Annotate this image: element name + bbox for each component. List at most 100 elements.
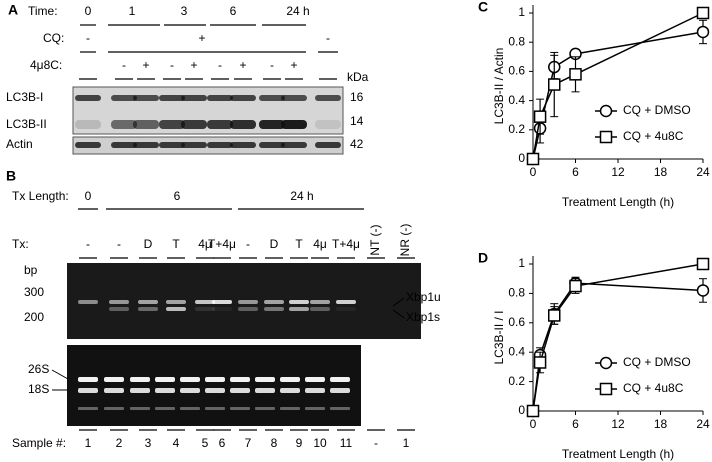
tx-label: D [270,237,279,251]
tx-length-label: 0 [85,189,92,203]
sample-label: 8 [271,436,278,450]
band [130,377,150,382]
legend-label: CQ + 4u8C [623,381,684,395]
marker [533,110,547,123]
y-tick-label: 0.2 [508,122,525,136]
band [238,307,258,311]
sample-label: 6 [219,436,226,450]
band [155,388,175,393]
inhibitor-label: - [122,58,126,72]
tx-length-label: 24 h [290,189,313,203]
band [230,142,256,148]
marker [526,152,540,166]
band [78,407,98,410]
size-label: 42 [350,137,364,151]
band [255,388,275,393]
y-axis-title: LC3B-II / I [492,310,506,364]
band [330,377,350,382]
band [330,407,350,410]
band [205,388,225,393]
panel-label: D [478,250,488,266]
y-tick-label: 0.4 [508,93,525,107]
band [230,388,250,393]
band [336,300,356,304]
tx-label: T+4μ [332,237,360,251]
tx-label: - [117,237,121,251]
legend-label: CQ + 4u8C [623,129,684,143]
ladder-band [52,292,64,294]
sample-label: 4 [173,436,180,450]
time-label: 24 h [286,4,309,18]
sample-label: 10 [313,436,327,450]
marker [548,309,561,322]
time-label: 6 [230,4,237,18]
marker [696,25,710,39]
ladder-label: 200 [24,310,44,324]
rrna-label: 18S [28,382,49,396]
time-label: 0 [85,4,92,18]
band [310,307,330,311]
ladder-band [52,317,64,319]
marker [696,6,710,20]
sample-label: 1 [403,436,410,450]
band [212,307,232,311]
tx-length-label: 6 [174,189,181,203]
band [133,95,159,101]
panel-label: A [8,2,18,18]
product-label: Xbp1s [406,310,440,324]
unit-label: kDa [347,70,369,84]
band [280,377,300,382]
band [159,142,185,148]
inhibitor-label: - [270,58,274,72]
band [111,120,137,129]
marker [533,356,547,369]
marker [696,284,710,297]
x-axis-title: Treatment Length (h) [562,195,674,209]
band [104,377,124,382]
band [111,95,137,101]
tx-label: 4μ [198,237,212,251]
band [75,142,101,148]
band [109,300,129,304]
band-label: LC3B-I [6,90,43,104]
sample-label: 7 [245,436,252,450]
legend-marker [599,130,613,144]
tx-label: - [246,237,250,251]
sample-label: 5 [202,436,209,450]
band [280,407,300,410]
x-tick-label: 0 [530,165,537,179]
band [230,120,256,129]
band [181,142,207,148]
band [75,95,101,101]
panel-label: B [6,168,16,184]
band [111,142,137,148]
y-tick-label: 0.2 [508,374,525,388]
band [310,300,330,304]
x-tick-label: 18 [654,165,668,179]
band [180,407,200,410]
band [264,300,284,304]
band [159,95,185,101]
x-tick-label: 6 [572,417,579,431]
x-axis-title: Treatment Length (h) [562,447,674,461]
band [159,120,185,129]
cq-label: - [86,31,90,45]
band [75,120,101,129]
legend-label: CQ + DMSO [623,355,691,369]
marker [548,78,561,91]
y-tick-label: 0.6 [508,64,525,78]
tx-label: NT (-) [368,224,382,255]
band [207,95,233,101]
sample-label: 9 [296,436,303,450]
pointer [51,369,69,380]
inhibitor-label: + [290,58,297,72]
tx-label: D [144,237,153,251]
size-label: 14 [350,114,364,128]
inhibitor-label: + [239,58,246,72]
row-label: Sample #: [12,436,66,450]
sample-label: 1 [85,436,92,450]
panel-label: C [478,0,488,15]
band [280,388,300,393]
sample-label: 3 [145,436,152,450]
